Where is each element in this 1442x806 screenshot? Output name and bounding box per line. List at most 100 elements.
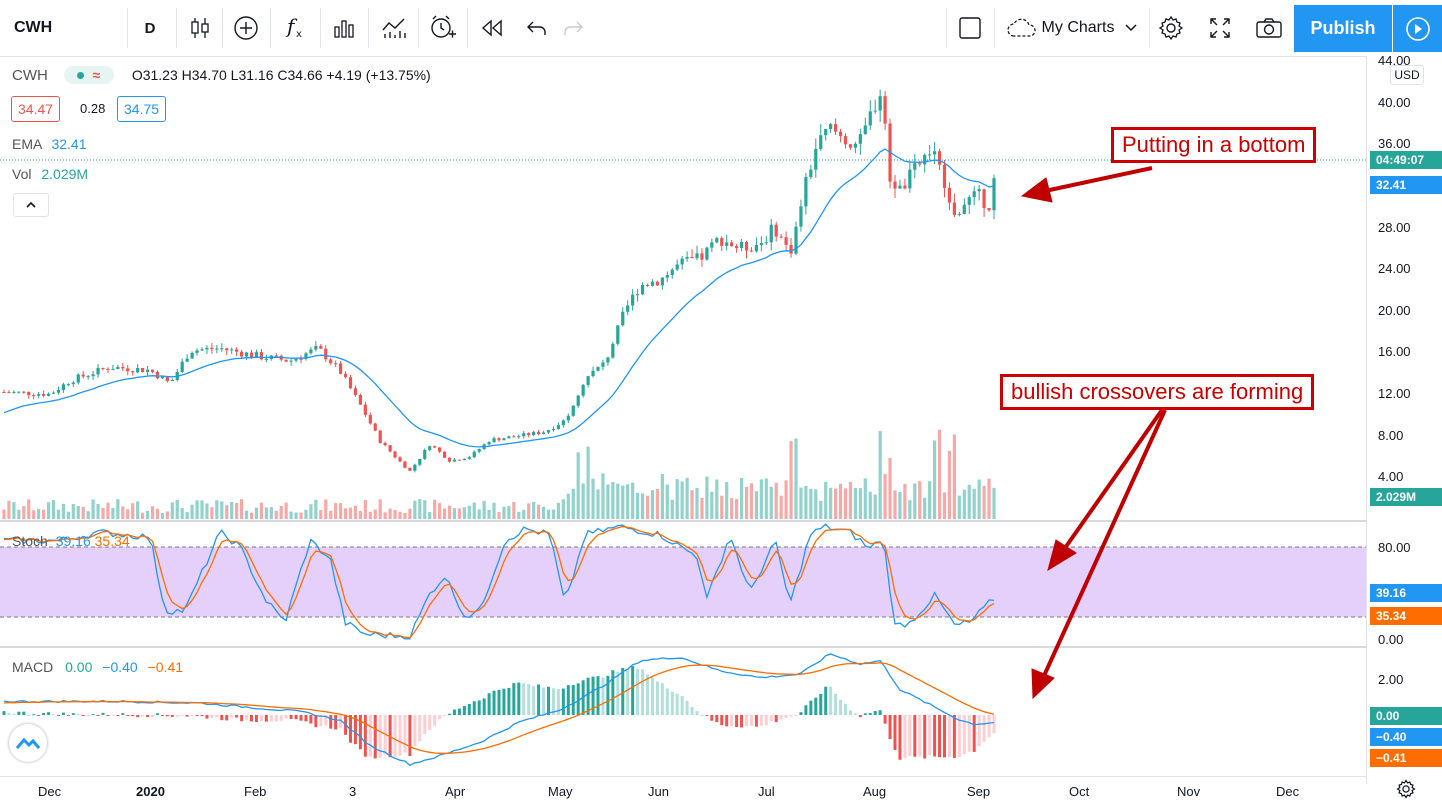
settings-button[interactable] bbox=[1156, 6, 1186, 50]
candle-body bbox=[947, 187, 952, 203]
macd-hist-bar bbox=[769, 715, 773, 721]
volume-bar bbox=[710, 491, 714, 519]
macd-hist-bar bbox=[799, 712, 803, 715]
candle-body bbox=[289, 360, 293, 362]
ema-legend[interactable]: EMA 32.41 bbox=[12, 136, 87, 152]
candle-body bbox=[596, 366, 600, 371]
candle-body bbox=[398, 457, 402, 462]
toolbar-divider bbox=[270, 8, 271, 48]
ema-line bbox=[3, 148, 995, 448]
macd-hist-bar bbox=[324, 715, 328, 726]
volume-bar bbox=[952, 434, 956, 519]
candle-body bbox=[388, 445, 392, 452]
replay-button[interactable] bbox=[476, 6, 508, 50]
bars-style-button[interactable] bbox=[184, 6, 216, 50]
layout-button[interactable] bbox=[955, 6, 985, 50]
tradingview-logo-icon bbox=[15, 737, 41, 749]
macd-hist-bar bbox=[482, 698, 486, 715]
candle-body bbox=[413, 464, 417, 471]
volume-bar bbox=[37, 509, 41, 519]
volume-bar bbox=[893, 490, 897, 519]
volume-bar bbox=[210, 507, 214, 519]
macd-hist-bar bbox=[413, 715, 417, 747]
macd-hist-bar bbox=[611, 670, 615, 715]
currency-label[interactable]: USD bbox=[1390, 65, 1424, 85]
candle-body bbox=[829, 124, 833, 130]
templates-button[interactable] bbox=[378, 6, 410, 50]
candle-body bbox=[636, 294, 640, 296]
candle-body bbox=[136, 367, 140, 373]
candle-body bbox=[834, 124, 838, 132]
candle-body bbox=[452, 459, 457, 462]
volume-bar bbox=[220, 501, 224, 519]
interval-button[interactable]: D bbox=[144, 19, 156, 37]
stoch-legend[interactable]: Stoch 39.16 35.34 bbox=[12, 533, 130, 549]
annotation-crossovers[interactable]: bullish crossovers are forming bbox=[1000, 374, 1315, 410]
my-charts-button[interactable]: My Charts bbox=[1002, 6, 1142, 50]
candle-body bbox=[848, 144, 853, 148]
candle-body bbox=[695, 253, 699, 259]
fullscreen-button[interactable] bbox=[1205, 6, 1235, 50]
candle-body bbox=[967, 197, 971, 205]
alert-button[interactable] bbox=[427, 6, 459, 50]
macd-hist-bar bbox=[596, 676, 600, 715]
volume-bar bbox=[665, 484, 669, 519]
replay-play-button[interactable] bbox=[1393, 5, 1442, 52]
candle-body bbox=[784, 237, 788, 245]
macd-hist-bar bbox=[863, 713, 867, 715]
macd-hist-bar bbox=[690, 706, 694, 715]
candle-body bbox=[230, 349, 234, 351]
macd-hist-bar bbox=[809, 700, 813, 715]
macd-hist-bar bbox=[982, 715, 986, 742]
volume-bar bbox=[452, 508, 457, 519]
candle-body bbox=[838, 131, 843, 137]
volume-bar bbox=[769, 486, 773, 519]
candle-body bbox=[418, 458, 422, 465]
symbol-search-button[interactable]: CWH bbox=[14, 19, 53, 36]
candle-body bbox=[581, 384, 585, 396]
volume-bar bbox=[487, 509, 491, 519]
candle-body bbox=[200, 349, 204, 351]
undo-button[interactable] bbox=[522, 6, 552, 50]
volume-bar bbox=[754, 491, 758, 519]
time-label: May bbox=[548, 784, 573, 799]
macd-hist-bar bbox=[913, 715, 917, 757]
annotation-bottom[interactable]: Putting in a bottom bbox=[1111, 127, 1317, 163]
buy-price-button[interactable]: 34.75 bbox=[117, 96, 167, 122]
candle-body bbox=[447, 457, 452, 462]
chart-canvas[interactable] bbox=[0, 56, 1442, 784]
candle-body bbox=[621, 311, 625, 326]
volume-bar bbox=[888, 457, 892, 519]
sell-price-button[interactable]: 34.47 bbox=[11, 96, 61, 122]
time-axis[interactable] bbox=[0, 776, 1366, 806]
macd-line-tag: −0.40 bbox=[1370, 728, 1442, 746]
tradingview-logo-button[interactable] bbox=[9, 724, 47, 762]
compare-button[interactable] bbox=[230, 6, 262, 50]
redo-button[interactable] bbox=[558, 6, 588, 50]
financials-button[interactable] bbox=[328, 6, 360, 50]
stoch-d-value: 35.34 bbox=[94, 533, 130, 549]
macd-hist-bar bbox=[606, 675, 610, 715]
volume-bar bbox=[121, 506, 125, 519]
collapse-legend-button[interactable] bbox=[13, 193, 49, 217]
macd-hist-bar bbox=[215, 715, 219, 718]
macd-legend[interactable]: MACD 0.00 −0.40 −0.41 bbox=[12, 659, 183, 675]
axis-settings-button[interactable] bbox=[1396, 779, 1416, 802]
candle-body bbox=[190, 352, 194, 359]
volume-bar bbox=[749, 483, 754, 519]
volume-bar bbox=[378, 499, 382, 519]
publish-button[interactable]: Publish bbox=[1294, 5, 1392, 52]
candle-body bbox=[987, 208, 991, 211]
volume-bar bbox=[606, 484, 610, 519]
snapshot-button[interactable] bbox=[1253, 6, 1285, 50]
macd-hist-bar bbox=[819, 693, 823, 715]
macd-hist-bar bbox=[928, 715, 932, 756]
volume-bar bbox=[819, 500, 823, 519]
volume-bar bbox=[240, 499, 244, 519]
volume-legend[interactable]: Vol 2.029M bbox=[12, 166, 88, 182]
market-status-badge[interactable]: ≈ bbox=[63, 66, 114, 84]
candle-body bbox=[883, 96, 887, 124]
toolbar-divider bbox=[946, 8, 947, 48]
volume-bar bbox=[274, 510, 278, 519]
